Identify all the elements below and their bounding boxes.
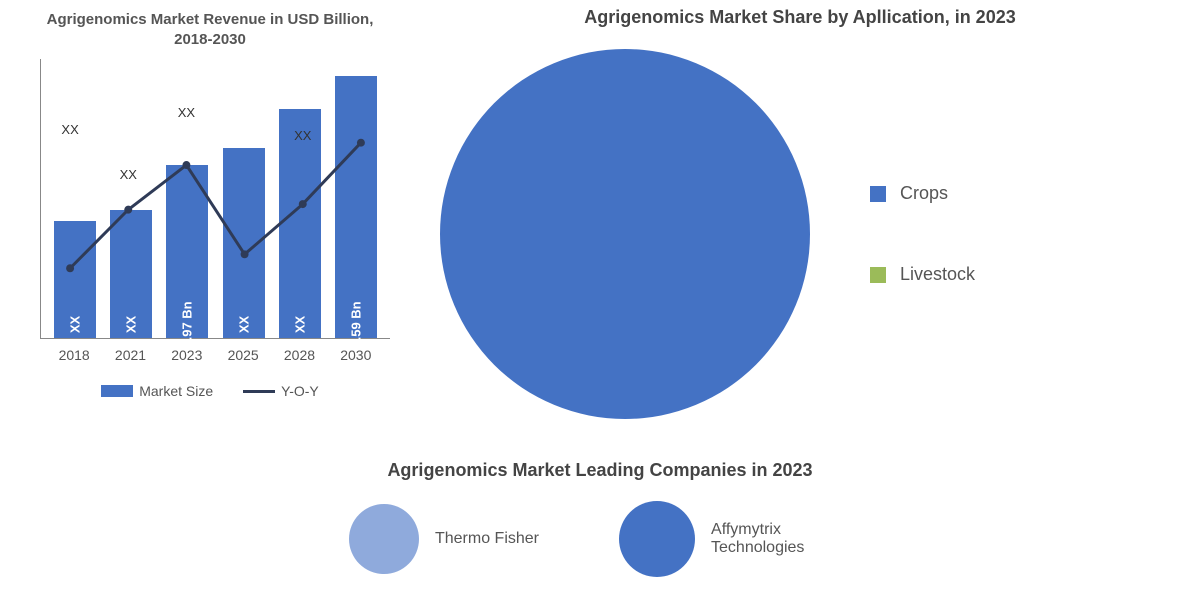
bar-chart-title: Agrigenomics Market Revenue in USD Billi… — [30, 10, 390, 49]
bar-chart-panel: Agrigenomics Market Revenue in USD Billi… — [0, 0, 400, 460]
legend-item: Market Size — [101, 383, 213, 399]
legend-label: Market Size — [139, 383, 213, 399]
pie-chart-panel: Agrigenomics Market Share by Apllication… — [400, 0, 1200, 460]
company-item: Thermo Fisher — [349, 504, 539, 574]
x-tick-label: 2021 — [109, 347, 151, 363]
companies-panel: Agrigenomics Market Leading Companies in… — [0, 460, 1200, 577]
company-bubble — [349, 504, 419, 574]
x-tick-label: 2025 — [222, 347, 264, 363]
bar-value-label: 3.97 Bn — [180, 301, 195, 347]
bar-top-label: XX — [61, 122, 78, 137]
companies-title: Agrigenomics Market Leading Companies in… — [40, 460, 1160, 481]
bar-chart-area: XX XX 3.97 Bn XX XX 7.59 Bn XX XX XX XX — [40, 59, 390, 339]
legend-swatch — [243, 390, 275, 393]
pie-chart-title: Agrigenomics Market Share by Apllication… — [400, 6, 1200, 29]
legend-item: Y-O-Y — [243, 383, 319, 399]
bar-value-label: XX — [124, 316, 139, 333]
pie-chart-legend: Crops Livestock — [870, 183, 975, 285]
x-tick-label: 2030 — [335, 347, 377, 363]
bar-chart-legend: Market Size Y-O-Y — [30, 383, 390, 399]
bar-top-label: XX — [294, 128, 311, 143]
legend-item: Livestock — [870, 264, 975, 285]
bar-top-label: XX — [178, 105, 195, 120]
legend-swatch — [870, 267, 886, 283]
bar: XX — [110, 210, 152, 338]
bar-top-label: XX — [120, 167, 137, 182]
bar: XX — [54, 221, 96, 338]
legend-label: Livestock — [900, 264, 975, 285]
pie-chart — [440, 49, 810, 419]
companies-row: Thermo Fisher Affymytrix Technologies — [40, 501, 1160, 577]
bar-value-label: XX — [68, 316, 83, 333]
company-bubble — [619, 501, 695, 577]
company-label: Affymytrix Technologies — [711, 521, 851, 557]
company-item: Affymytrix Technologies — [619, 501, 851, 577]
x-tick-label: 2023 — [166, 347, 208, 363]
legend-label: Y-O-Y — [281, 383, 319, 399]
legend-item: Crops — [870, 183, 975, 204]
legend-label: Crops — [900, 183, 948, 204]
bar: 7.59 Bn — [335, 76, 377, 338]
legend-swatch — [870, 186, 886, 202]
company-label: Thermo Fisher — [435, 530, 539, 548]
bar: XX — [223, 148, 265, 338]
bar: 3.97 Bn — [166, 165, 208, 338]
x-tick-label: 2028 — [278, 347, 320, 363]
bar-value-label: 7.59 Bn — [348, 301, 363, 347]
bar: XX — [279, 109, 321, 338]
x-tick-label: 2018 — [53, 347, 95, 363]
bar-x-axis-labels: 2018 2021 2023 2025 2028 2030 — [40, 339, 390, 363]
legend-swatch — [101, 385, 133, 397]
bar-value-label: XX — [292, 316, 307, 333]
bar-value-label: XX — [236, 316, 251, 333]
